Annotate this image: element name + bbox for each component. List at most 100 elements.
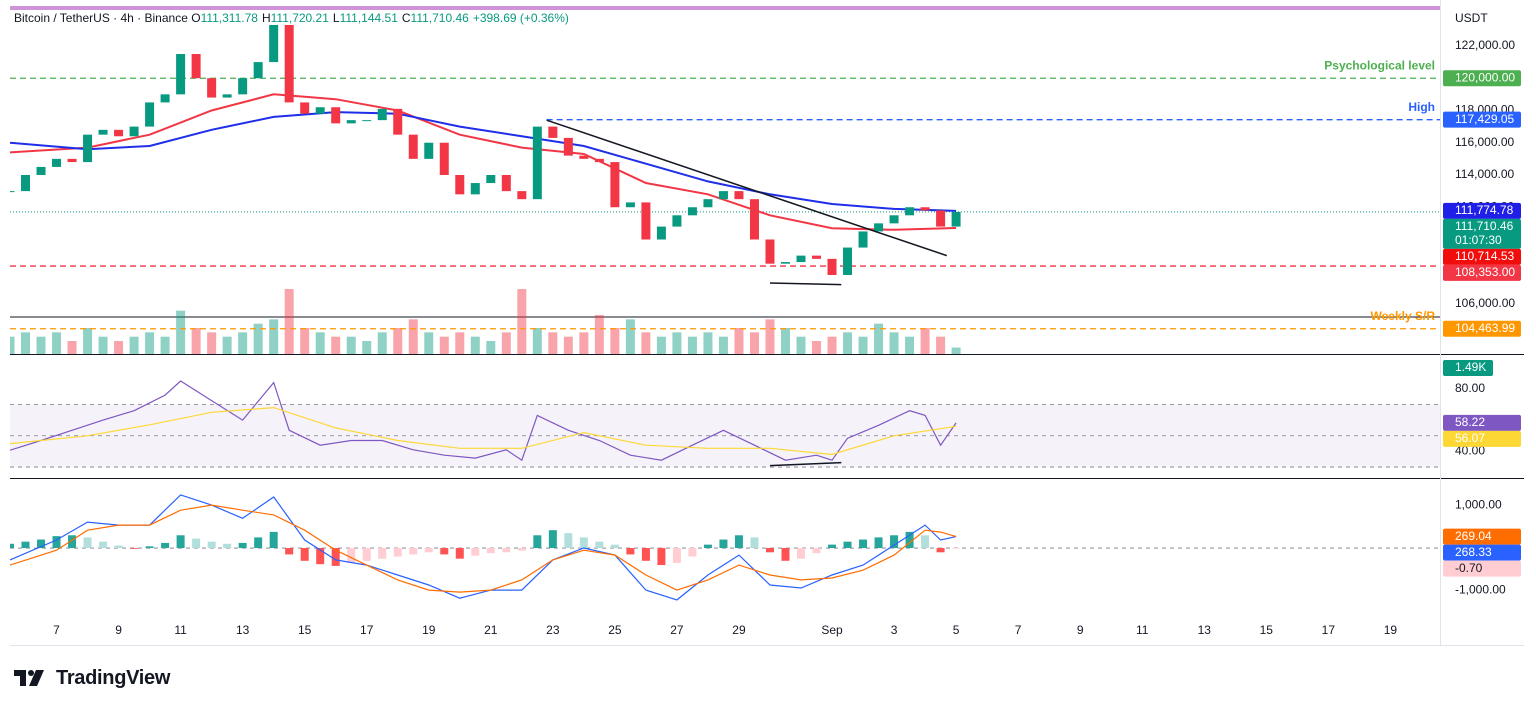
axes: 106,000.00108,000.00110,000.00112,000.00… [53, 38, 1521, 637]
price-badge [1443, 414, 1521, 431]
volume-bar [83, 328, 93, 354]
volume-bar [641, 332, 651, 354]
brand-name: TradingView [56, 666, 171, 689]
macd-histogram-bar [316, 548, 325, 565]
rsi-line [10, 380, 957, 462]
volume-bar [718, 336, 728, 354]
candle-body [765, 239, 775, 264]
trendline [769, 282, 842, 286]
macd-histogram-bar [905, 531, 914, 549]
y-tick-label: 114,000.00 [1455, 167, 1514, 181]
macd-histogram-bar [734, 535, 743, 549]
volume-bar [129, 336, 139, 354]
candle-body [424, 142, 434, 159]
x-tick-label: 27 [670, 623, 684, 637]
candle-body [455, 174, 465, 195]
symbol-title: Bitcoin / TetherUS · 4h · Binance [14, 11, 188, 25]
candle-body [253, 62, 263, 79]
candle-body [703, 199, 713, 208]
macd-histogram-bar [269, 531, 278, 549]
macd-histogram-bar [626, 548, 635, 555]
macd-histogram-bar [145, 546, 154, 549]
price-badge [1443, 528, 1521, 545]
macd-histogram-bar [595, 541, 604, 549]
macd-histogram-bar [52, 536, 61, 549]
volume-bar [67, 341, 77, 354]
candle-body [176, 54, 186, 95]
level-text: High [1408, 100, 1435, 114]
candle-body [21, 174, 31, 192]
macd-histogram-bar [409, 548, 418, 555]
candle-body [10, 191, 15, 193]
macd-histogram-bar [874, 537, 883, 549]
macd-histogram-bar [641, 548, 650, 561]
macd-histogram-bar [99, 541, 108, 549]
macd-histogram-bar [890, 535, 899, 549]
macd-histogram-bar [254, 537, 263, 549]
price-pane [10, 24, 1440, 354]
x-tick-label: 5 [953, 623, 960, 637]
macd-histogram-bar [750, 537, 759, 549]
candle-body [439, 142, 449, 175]
volume-bar [951, 347, 961, 354]
macd-tick-label: -1,000.00 [1455, 583, 1506, 597]
candle-body [812, 255, 822, 259]
volume-bar [563, 336, 573, 354]
candle-body [377, 108, 387, 121]
candle-body [362, 120, 372, 122]
candle-body [563, 137, 573, 156]
candle-body [672, 215, 682, 227]
candle-body [718, 191, 728, 200]
price-badge [1443, 202, 1521, 219]
volume-bar [346, 336, 356, 354]
macd-histogram-bar [486, 548, 495, 554]
candle-body [656, 226, 666, 240]
volume-bar [905, 336, 915, 354]
x-tick-label: 3 [891, 623, 898, 637]
volume-bar [269, 319, 279, 354]
y-tick-label: 122,000.00 [1455, 38, 1515, 52]
candle-body [905, 207, 915, 216]
volume-bar [517, 289, 527, 354]
price-badge [1443, 111, 1521, 128]
candle-body [129, 126, 139, 137]
candle-body [858, 231, 868, 248]
volume-bar [114, 341, 124, 354]
candle-body [936, 210, 946, 227]
x-tick-label: 17 [360, 623, 374, 637]
candle-body [269, 24, 279, 63]
candle-body [160, 94, 170, 103]
volume-bar [393, 328, 403, 354]
candle-body [222, 94, 232, 98]
volume-bar [889, 332, 899, 354]
volume-bar [874, 323, 884, 354]
candle-body [625, 202, 635, 208]
volume-bar [455, 332, 465, 354]
candle-body [408, 134, 418, 159]
macd-histogram-bar [517, 548, 526, 551]
volume-bar [486, 341, 496, 354]
candle-body [687, 207, 697, 216]
volume-bar [843, 332, 853, 354]
candle-body [749, 199, 759, 240]
macd-histogram-bar [10, 543, 14, 549]
rsi-divergence [769, 461, 842, 467]
macd-histogram-bar [672, 548, 681, 563]
volume-bar [625, 319, 635, 354]
macd-histogram-bar [347, 548, 356, 563]
x-tick-label: 7 [53, 623, 60, 637]
price-badge-label: 56.07 [1455, 431, 1485, 445]
level-text: Psychological level [1324, 58, 1435, 72]
volume-bar [579, 332, 589, 354]
moving-average [10, 111, 957, 212]
macd-pane [10, 494, 1440, 601]
price-badge [1443, 430, 1521, 447]
volume-bar [191, 328, 201, 354]
volume-bar [501, 332, 511, 354]
volume-bar [749, 332, 759, 354]
volume-bar [408, 319, 418, 354]
volume-bar [362, 341, 372, 354]
price-countdown: 01:07:30 [1455, 233, 1502, 247]
moving-average [10, 93, 957, 231]
candle-body [517, 191, 527, 200]
